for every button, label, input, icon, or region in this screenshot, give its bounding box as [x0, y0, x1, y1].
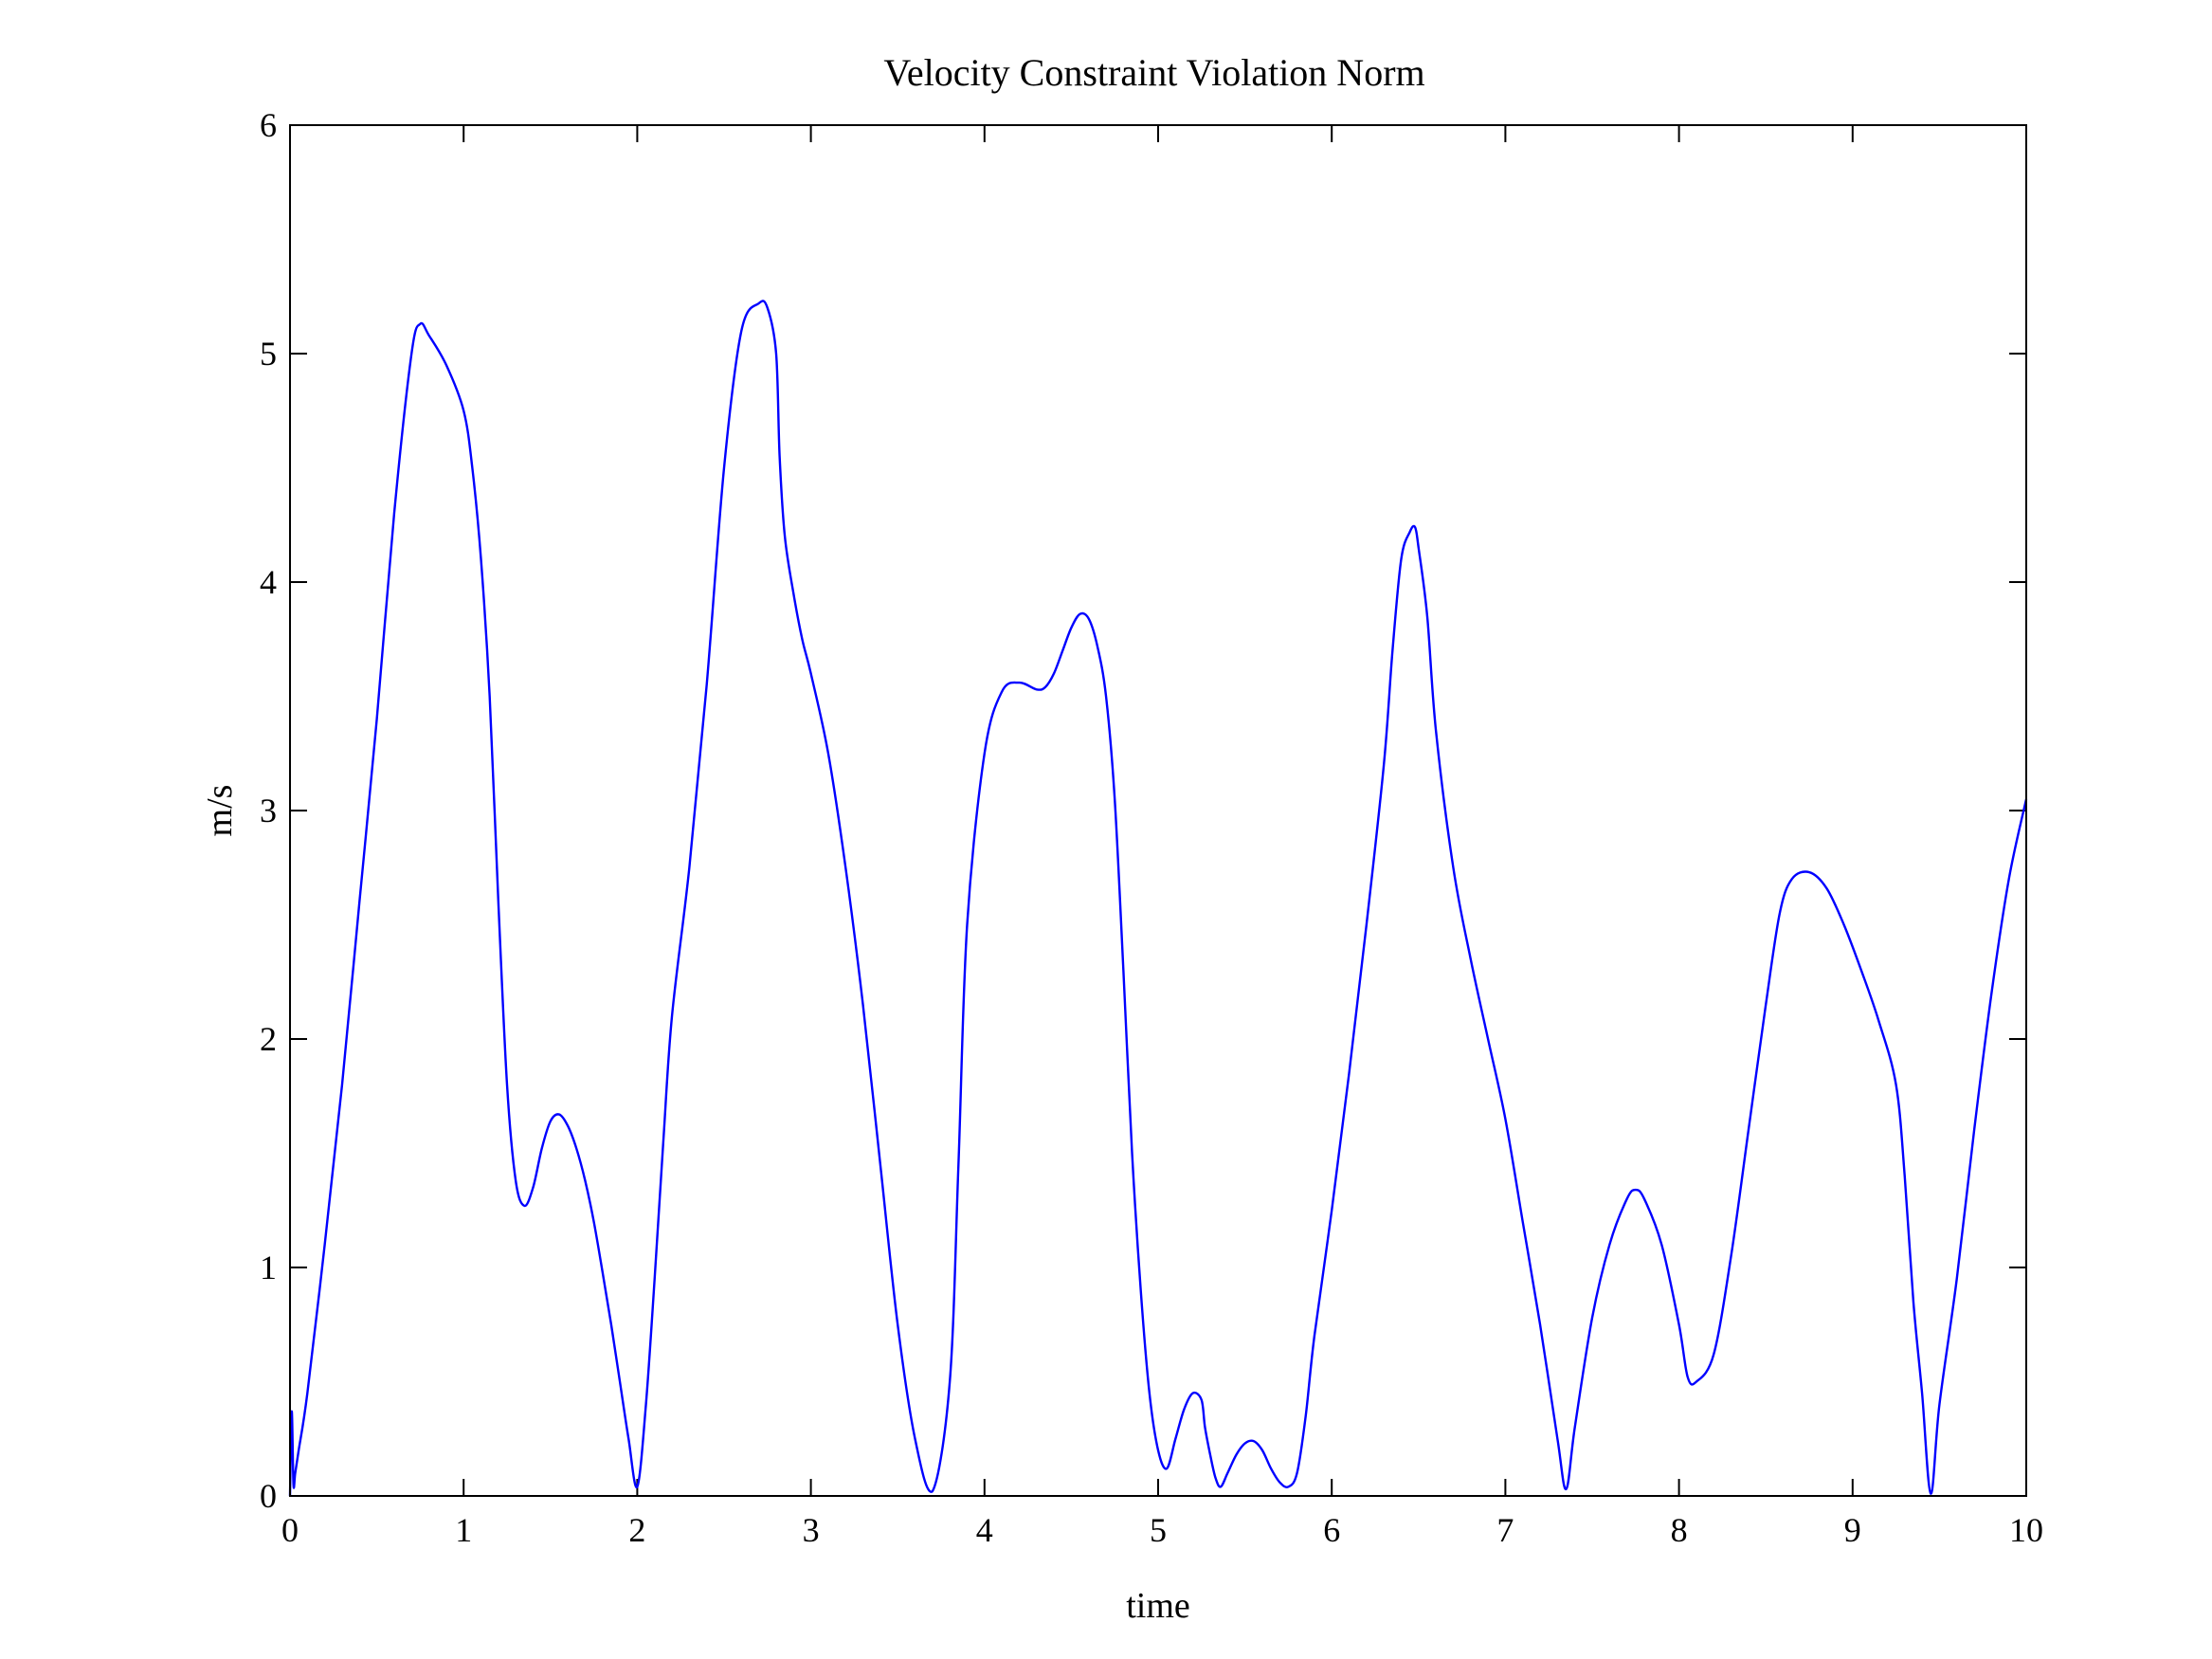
series-line: [288, 300, 2028, 1497]
x-tick-label: 10: [2009, 1511, 2043, 1549]
y-axis-ticks: 0 1 2 3 4 5 6: [260, 106, 2026, 1515]
x-tick-label: 2: [628, 1511, 645, 1549]
y-tick-label: 1: [260, 1249, 277, 1286]
x-tick-label: 8: [1671, 1511, 1688, 1549]
x-tick-label: 5: [1150, 1511, 1167, 1549]
x-tick-label: 1: [455, 1511, 472, 1549]
chart-title: Velocity Constraint Violation Norm: [883, 51, 1424, 94]
y-tick-label: 2: [260, 1020, 277, 1058]
y-tick-label: 6: [260, 106, 277, 144]
y-axis-label: m/s: [200, 785, 240, 837]
x-tick-label: 4: [976, 1511, 993, 1549]
plot-area-frame: [289, 124, 2027, 1497]
x-tick-label: 7: [1496, 1511, 1514, 1549]
x-tick-label: 3: [803, 1511, 820, 1549]
x-axis-ticks: 0 1 2 3 4 5 6 7 8 9 10: [281, 125, 2043, 1549]
x-tick-label: 6: [1323, 1511, 1340, 1549]
y-tick-label: 4: [260, 563, 277, 601]
x-tick-label: 0: [281, 1511, 299, 1549]
y-tick-label: 5: [260, 335, 277, 373]
x-axis-label: time: [1126, 1586, 1190, 1626]
x-tick-label: 9: [1844, 1511, 1861, 1549]
y-tick-label: 3: [260, 792, 277, 830]
y-tick-label: 0: [260, 1477, 277, 1515]
